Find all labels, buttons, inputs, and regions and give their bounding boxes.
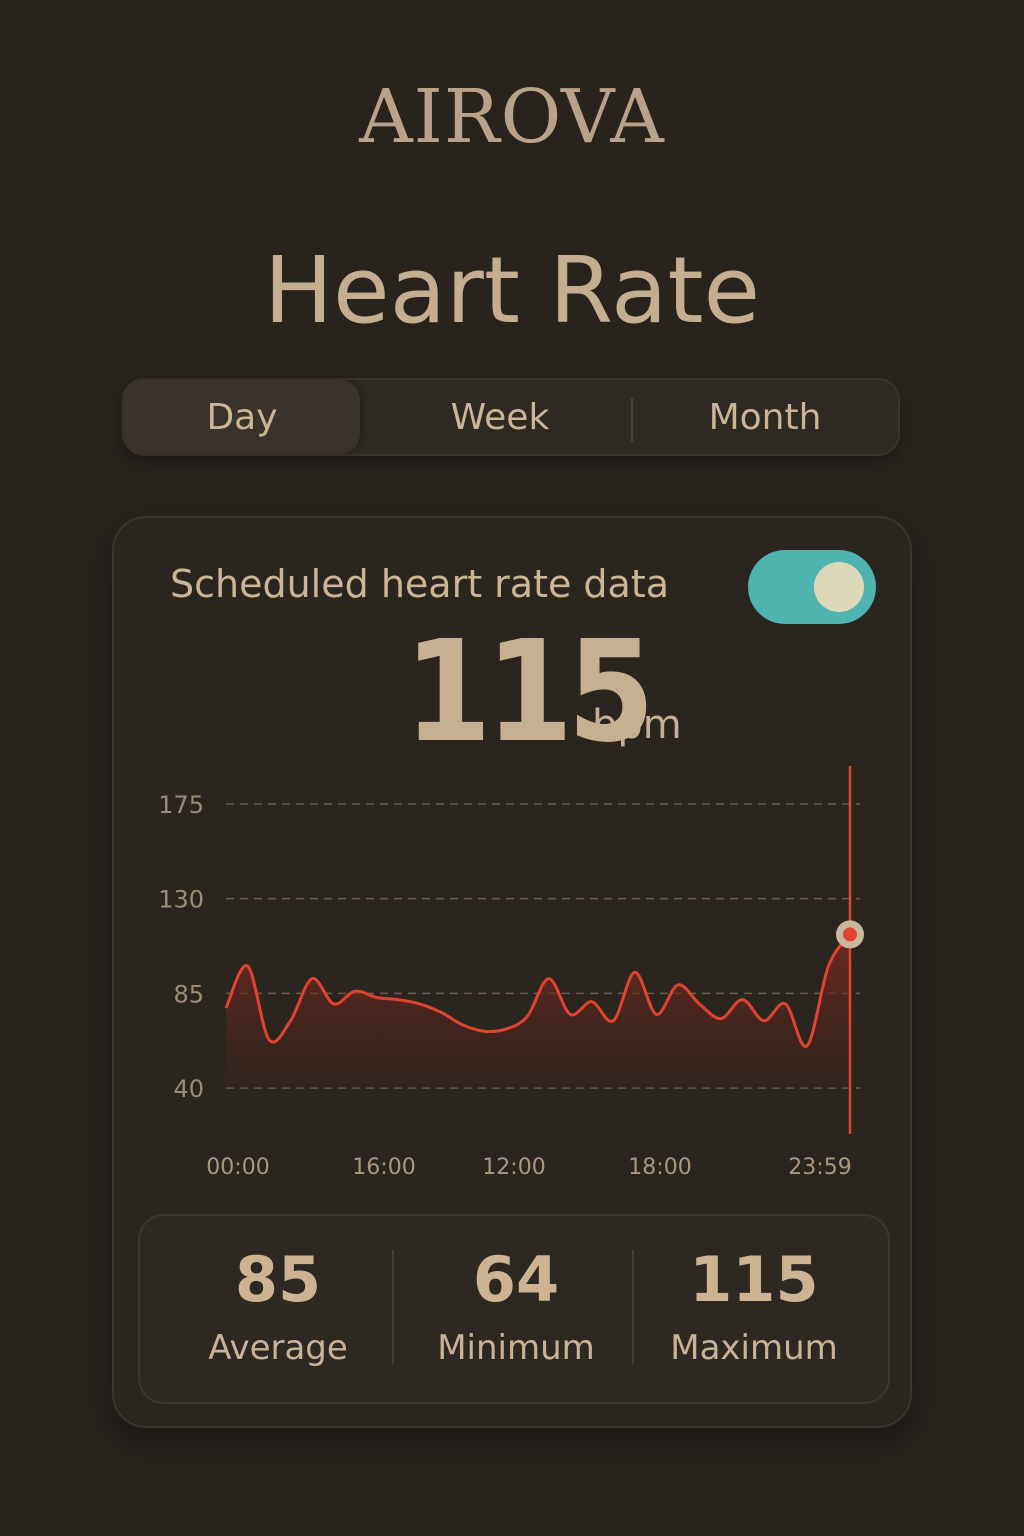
current-bpm-value: 115 bbox=[404, 611, 655, 774]
chart-y-ticks: 175 130 85 40 bbox=[158, 791, 204, 1103]
stat-minimum-label: Minimum bbox=[437, 1328, 595, 1368]
x-tick-label: 16:00 bbox=[352, 1155, 415, 1178]
stat-divider bbox=[392, 1250, 394, 1364]
heart-rate-area bbox=[226, 934, 850, 1088]
page-title: Heart Rate bbox=[263, 237, 761, 344]
x-tick-label: 23:59 bbox=[788, 1155, 851, 1178]
stat-maximum-label: Maximum bbox=[670, 1328, 838, 1368]
heart-rate-line bbox=[224, 933, 852, 1048]
scheduled-data-label: Scheduled heart rate data bbox=[170, 562, 670, 606]
stats-panel: 85 Average 64 Minimum 115 Maximum bbox=[138, 1214, 890, 1404]
y-tick-label: 85 bbox=[173, 980, 204, 1008]
stat-average-label: Average bbox=[208, 1328, 348, 1368]
chart-cursor-dot bbox=[843, 927, 857, 942]
stat-maximum-value: 115 bbox=[689, 1243, 819, 1316]
stat-divider bbox=[632, 1250, 634, 1364]
tab-day[interactable]: Day bbox=[124, 380, 360, 454]
stat-average-value: 85 bbox=[234, 1243, 322, 1316]
stat-minimum-value: 64 bbox=[472, 1243, 560, 1316]
tab-divider bbox=[631, 398, 633, 442]
tab-month[interactable]: Month bbox=[708, 396, 822, 438]
x-tick-label: 12:00 bbox=[482, 1155, 545, 1178]
stat-average: 85 Average bbox=[158, 1216, 398, 1402]
stat-maximum: 115 Maximum bbox=[634, 1216, 874, 1402]
x-tick-label: 18:00 bbox=[628, 1155, 691, 1178]
stat-minimum: 64 Minimum bbox=[396, 1216, 636, 1402]
heart-rate-card: Scheduled heart rate data 115 bpm 175 130… bbox=[112, 516, 912, 1428]
brand-logo: AIROVA bbox=[359, 74, 665, 160]
x-tick-label: 00:00 bbox=[206, 1155, 269, 1178]
toggle-knob bbox=[814, 562, 864, 612]
tab-week[interactable]: Week bbox=[450, 396, 550, 438]
y-tick-label: 175 bbox=[158, 791, 204, 819]
y-tick-label: 40 bbox=[173, 1075, 204, 1103]
current-bpm-unit: bpm bbox=[592, 702, 682, 748]
chart-x-ticks: 00:00 16:00 12:00 18:00 23:59 bbox=[206, 1155, 851, 1178]
y-tick-label: 130 bbox=[158, 886, 204, 914]
period-tabs: Day Week Month bbox=[122, 378, 900, 456]
scheduled-data-toggle[interactable] bbox=[748, 550, 876, 624]
heart-rate-chart: 175 130 85 40 00:00 16:00 12:00 18:00 23:59 bbox=[158, 766, 864, 1178]
